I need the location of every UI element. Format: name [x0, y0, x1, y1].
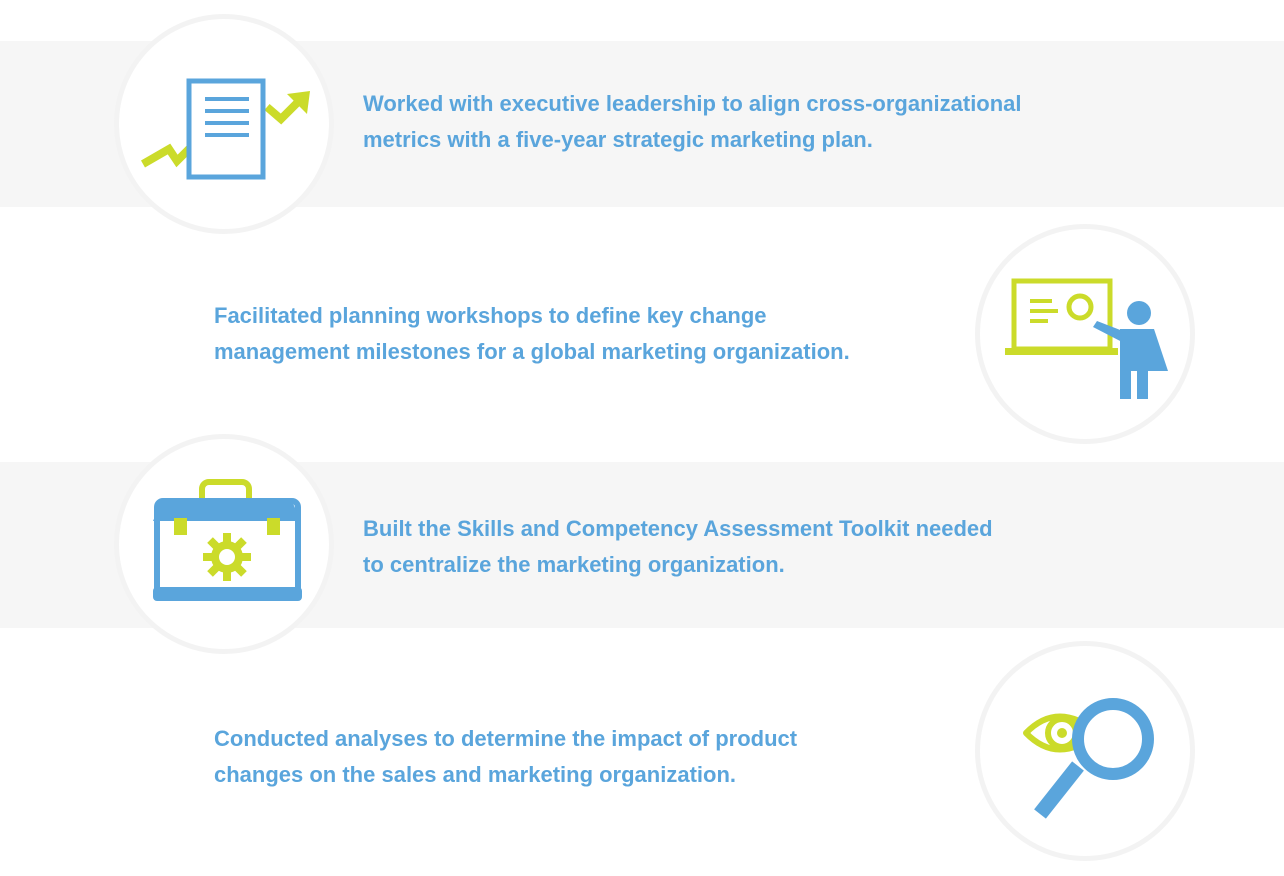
accomplishment-2-text: Facilitated planning workshops to define… — [214, 298, 850, 370]
accomplishment-3-text: Built the Skills and Competency Assessme… — [363, 511, 993, 583]
document-trend-icon — [141, 78, 310, 180]
toolbox-gear-icon-circle — [114, 434, 334, 654]
accomplishment-3-line-2: to centralize the marketing organization… — [363, 552, 785, 577]
accomplishment-1-line-2: metrics with a five-year strategic marke… — [363, 127, 873, 152]
accomplishment-1-text: Worked with executive leadership to alig… — [363, 86, 1022, 158]
accomplishment-1-line-1: Worked with executive leadership to alig… — [363, 91, 1022, 116]
document-trend-icon-circle — [114, 14, 334, 234]
accomplishment-2-line-2: management milestones for a global marke… — [214, 339, 850, 364]
accomplishment-3-line-1: Built the Skills and Competency Assessme… — [363, 516, 993, 541]
presenter-whiteboard-icon-circle — [975, 224, 1195, 444]
presenter-whiteboard-icon — [1005, 278, 1168, 399]
accomplishment-4-line-1: Conducted analyses to determine the impa… — [214, 726, 798, 751]
magnifier-eye-icon-circle — [975, 641, 1195, 861]
toolbox-gear-icon — [153, 479, 302, 601]
magnifier-eye-icon — [1023, 698, 1154, 819]
accomplishment-4-text: Conducted analyses to determine the impa… — [214, 721, 797, 793]
accomplishment-2-line-1: Facilitated planning workshops to define… — [214, 303, 767, 328]
accomplishment-4-line-2: changes on the sales and marketing organ… — [214, 762, 737, 787]
